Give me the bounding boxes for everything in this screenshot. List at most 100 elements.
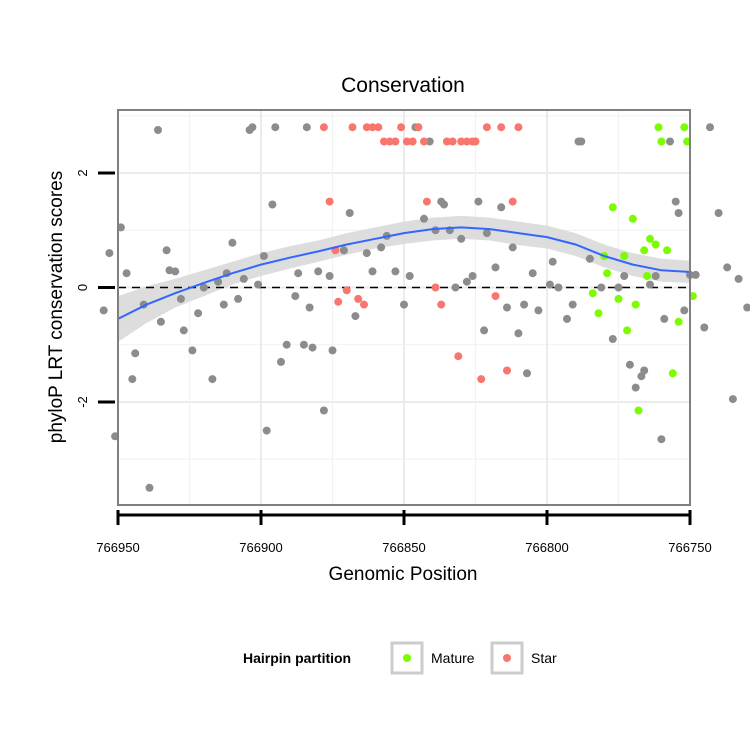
point-mature <box>643 272 652 280</box>
legend-label-mature: Mature <box>431 650 475 666</box>
point-mature <box>628 214 637 223</box>
point-star <box>402 137 411 146</box>
point-star <box>325 197 334 206</box>
point-star <box>420 137 428 146</box>
point-other <box>319 406 328 415</box>
point-other <box>508 243 517 252</box>
point-other <box>277 357 285 366</box>
point-star <box>471 137 480 146</box>
point-other <box>743 303 750 312</box>
legend: Hairpin partition Mature Star <box>243 641 557 675</box>
point-other <box>179 326 188 335</box>
point-mature <box>674 317 683 326</box>
point-other <box>528 269 537 278</box>
point-other <box>188 346 197 355</box>
point-other <box>420 214 428 223</box>
point-other <box>625 360 634 369</box>
point-star <box>503 366 511 375</box>
point-star <box>442 137 451 146</box>
point-star <box>414 123 423 132</box>
point-mature <box>623 326 632 335</box>
point-other <box>497 203 506 212</box>
x-tick-label: 766750 <box>668 540 711 555</box>
point-star <box>362 123 371 132</box>
point-other <box>451 283 460 292</box>
point-other <box>208 375 217 384</box>
y-axis-title: phyloP LRT conservation scores <box>46 171 67 444</box>
point-other <box>680 306 689 315</box>
point-other <box>548 257 557 266</box>
point-other <box>671 197 680 206</box>
point-other <box>646 280 654 289</box>
point-star <box>368 123 377 132</box>
point-other <box>474 197 483 206</box>
point-other <box>122 269 131 278</box>
point-star <box>319 123 328 132</box>
point-other <box>714 209 723 217</box>
point-other <box>259 252 268 260</box>
point-other <box>585 254 594 263</box>
point-other <box>563 314 571 323</box>
point-other <box>545 280 554 289</box>
point-other <box>254 280 263 289</box>
point-other <box>339 246 348 255</box>
point-star <box>354 294 363 303</box>
point-star <box>391 137 400 146</box>
legend-dot-mature <box>403 654 411 662</box>
point-other <box>614 283 623 292</box>
point-other <box>405 272 414 280</box>
point-other <box>691 270 700 279</box>
point-star <box>462 137 471 146</box>
point-other <box>362 249 371 258</box>
point-other <box>520 300 529 309</box>
point-other <box>291 292 300 301</box>
point-star <box>422 197 431 206</box>
point-other <box>674 209 683 217</box>
point-star <box>360 300 368 309</box>
point-star <box>408 137 417 146</box>
point-other <box>128 375 137 384</box>
point-other <box>156 317 165 326</box>
point-star <box>482 123 491 132</box>
point-other <box>248 123 257 132</box>
point-star <box>431 283 440 292</box>
y-tick-label: 0 <box>75 284 90 291</box>
point-mature <box>594 309 603 318</box>
point-other <box>314 267 323 276</box>
x-tick-label: 766850 <box>382 540 425 555</box>
point-mature <box>634 406 643 415</box>
point-other <box>171 267 180 276</box>
point-other <box>400 300 408 309</box>
point-other <box>105 249 114 258</box>
point-mature <box>620 252 629 260</box>
point-other <box>377 243 386 252</box>
point-other <box>194 309 203 318</box>
point-other <box>431 226 440 235</box>
point-other <box>228 238 237 247</box>
x-tick-label: 766950 <box>96 540 139 555</box>
point-other <box>345 209 354 217</box>
point-other <box>328 346 337 355</box>
point-other <box>608 335 617 343</box>
point-other <box>577 137 586 146</box>
point-mature <box>651 240 660 249</box>
point-other <box>305 303 314 312</box>
point-star <box>437 300 446 309</box>
point-star <box>374 123 383 132</box>
point-other <box>325 272 334 280</box>
point-other <box>131 349 140 358</box>
point-star <box>514 123 523 132</box>
point-other <box>723 263 732 272</box>
point-other <box>666 137 674 146</box>
y-tick-label: 2 <box>75 169 90 176</box>
point-mature <box>663 246 672 255</box>
point-mature <box>588 289 597 298</box>
point-star <box>491 292 500 301</box>
point-other <box>391 267 400 276</box>
x-tick-label: 766900 <box>239 540 282 555</box>
point-other <box>706 123 714 132</box>
point-other <box>640 366 649 375</box>
point-other <box>468 272 477 280</box>
point-other <box>534 306 543 315</box>
point-mature <box>640 246 649 255</box>
